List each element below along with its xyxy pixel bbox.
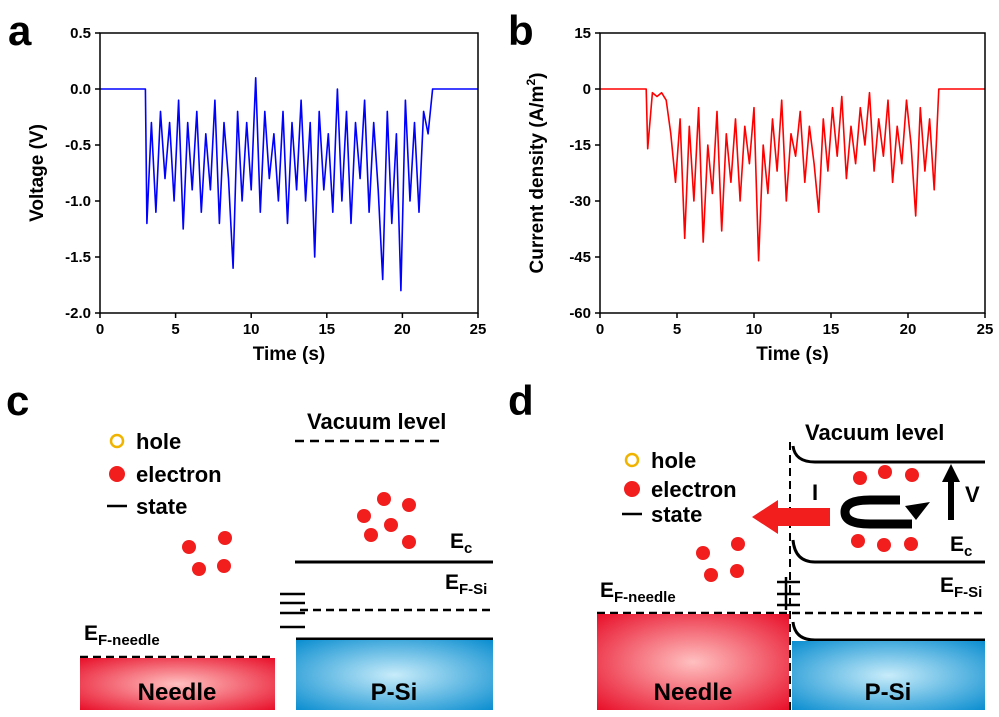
x-axis-title: Time (s) xyxy=(253,344,326,365)
legend-text: electron xyxy=(136,462,222,487)
y-axis-title-sup: 2 xyxy=(524,79,538,86)
vacuum-label: Vacuum level xyxy=(307,409,446,434)
psi-label: P-Si xyxy=(865,679,912,706)
hole-icon xyxy=(109,433,125,449)
y-axis-title-text: Current density (A/m xyxy=(527,86,548,274)
y-axis-title-tail: ) xyxy=(527,73,548,79)
y-tick-label: -15 xyxy=(569,137,591,154)
hole-icon xyxy=(624,452,640,468)
y-tick-label: 0.0 xyxy=(70,81,91,98)
plot-frame xyxy=(99,32,479,314)
panel-label: b xyxy=(508,7,534,54)
data-line xyxy=(100,77,478,292)
electron-icon xyxy=(624,481,640,497)
states xyxy=(280,592,305,629)
x-tick-label: 20 xyxy=(394,321,411,338)
vacuum-label: Vacuum level xyxy=(805,420,944,445)
x-tick-label: 5 xyxy=(171,321,179,338)
psi-block xyxy=(296,640,493,710)
panel-label: d xyxy=(508,377,534,424)
psi-label: P-Si xyxy=(371,679,418,706)
legend-text: state xyxy=(651,502,702,527)
diagram-d: d hole electron state Vacuum level I V E… xyxy=(508,377,985,712)
y-tick-label: 0.5 xyxy=(70,25,91,42)
y-tick-label: -45 xyxy=(569,249,591,266)
ef-needle-label: EF-needle xyxy=(84,622,160,649)
y-tick-label: 0 xyxy=(583,81,591,98)
electron-icon xyxy=(109,466,125,482)
x-tick-label: 5 xyxy=(673,321,681,338)
ef-needle-label: EF-needle xyxy=(600,579,676,606)
legend-text: hole xyxy=(651,448,696,473)
chart: a 0 5 10 15 20 25 0.5 0.0 -0.5 -1.0 -1.5 -2.0 Time (s… xyxy=(8,7,486,365)
y-tick-label: -0.5 xyxy=(65,137,91,154)
ec-label: Ec xyxy=(450,530,472,557)
electrons xyxy=(182,492,416,576)
y-axis-title: Voltage (V) xyxy=(27,124,48,222)
x-tick-label: 0 xyxy=(596,321,604,338)
current-arrow xyxy=(752,500,830,534)
x-tick-label: 25 xyxy=(470,321,487,338)
y-axis-title: Current density (A/m2) xyxy=(524,73,548,274)
x-tick-label: 10 xyxy=(746,321,763,338)
x-tick-label: 15 xyxy=(318,321,335,338)
voltage-label: V xyxy=(965,482,980,507)
plot-frame xyxy=(599,32,986,314)
data-line xyxy=(600,88,985,262)
y-tick-label: -2.0 xyxy=(65,305,91,322)
psi-block xyxy=(792,641,985,710)
ef-si-label: EF-Si xyxy=(940,574,982,601)
legend-text: electron xyxy=(651,477,737,502)
x-tick-label: 0 xyxy=(96,321,104,338)
legend-text: hole xyxy=(136,429,181,454)
x-tick-label: 20 xyxy=(900,321,917,338)
x-tick-label: 10 xyxy=(243,321,260,338)
needle-label: Needle xyxy=(138,679,217,706)
needle-label: Needle xyxy=(654,679,733,706)
needle-block xyxy=(597,614,789,710)
ef-si-label: EF-Si xyxy=(445,571,487,598)
x-axis-title: Time (s) xyxy=(756,344,829,365)
electrons xyxy=(696,465,919,582)
y-tick-label: -60 xyxy=(569,305,591,322)
ec-label: Ec xyxy=(950,533,972,560)
y-tick-label: 15 xyxy=(574,25,591,42)
curved-arrow-head xyxy=(905,502,930,520)
x-tick-label: 15 xyxy=(823,321,840,338)
needle-block xyxy=(80,658,275,710)
panel-label: a xyxy=(8,7,32,54)
bands xyxy=(791,445,985,642)
y-tick-label: -1.5 xyxy=(65,249,91,266)
states xyxy=(777,577,800,610)
y-tick-label: -30 xyxy=(569,193,591,210)
current-label: I xyxy=(812,480,818,505)
voltage-arrow-head xyxy=(942,464,960,482)
x-tick-label: 25 xyxy=(977,321,994,338)
diagram-c: c hole electron state Vacuum level Ec EF… xyxy=(6,377,493,710)
curved-arrow xyxy=(840,495,912,529)
chart: b 0 5 10 15 20 25 15 0 -15 -30 -45 -60 Time (s) Curren… xyxy=(508,7,993,365)
y-tick-label: -1.0 xyxy=(65,193,91,210)
legend-text: state xyxy=(136,494,187,519)
panel-label: c xyxy=(6,377,29,424)
